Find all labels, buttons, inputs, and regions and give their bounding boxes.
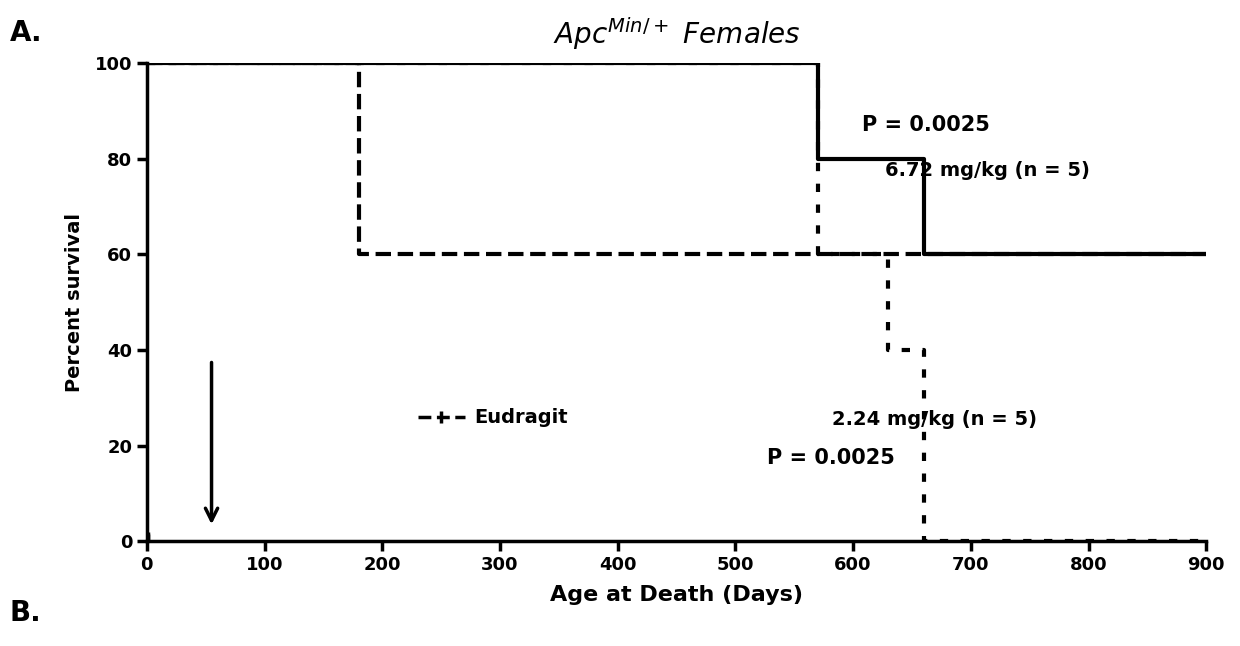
- Text: 6.72 mg/kg (n = 5): 6.72 mg/kg (n = 5): [885, 162, 1090, 180]
- Text: Eudragit: Eudragit: [474, 408, 568, 426]
- Text: P = 0.0025: P = 0.0025: [766, 448, 894, 468]
- Title: $\mathit{Apc}^{\mathit{Min/+}}$ $\mathit{Females}$: $\mathit{Apc}^{\mathit{Min/+}}$ $\mathit…: [553, 15, 800, 52]
- Y-axis label: Percent survival: Percent survival: [64, 213, 83, 391]
- Text: 2.24 mg/kg (n = 5): 2.24 mg/kg (n = 5): [832, 410, 1038, 429]
- Text: B.: B.: [10, 599, 42, 627]
- X-axis label: Age at Death (Days): Age at Death (Days): [551, 585, 804, 605]
- Text: A.: A.: [10, 19, 42, 47]
- Text: P = 0.0025: P = 0.0025: [862, 115, 990, 135]
